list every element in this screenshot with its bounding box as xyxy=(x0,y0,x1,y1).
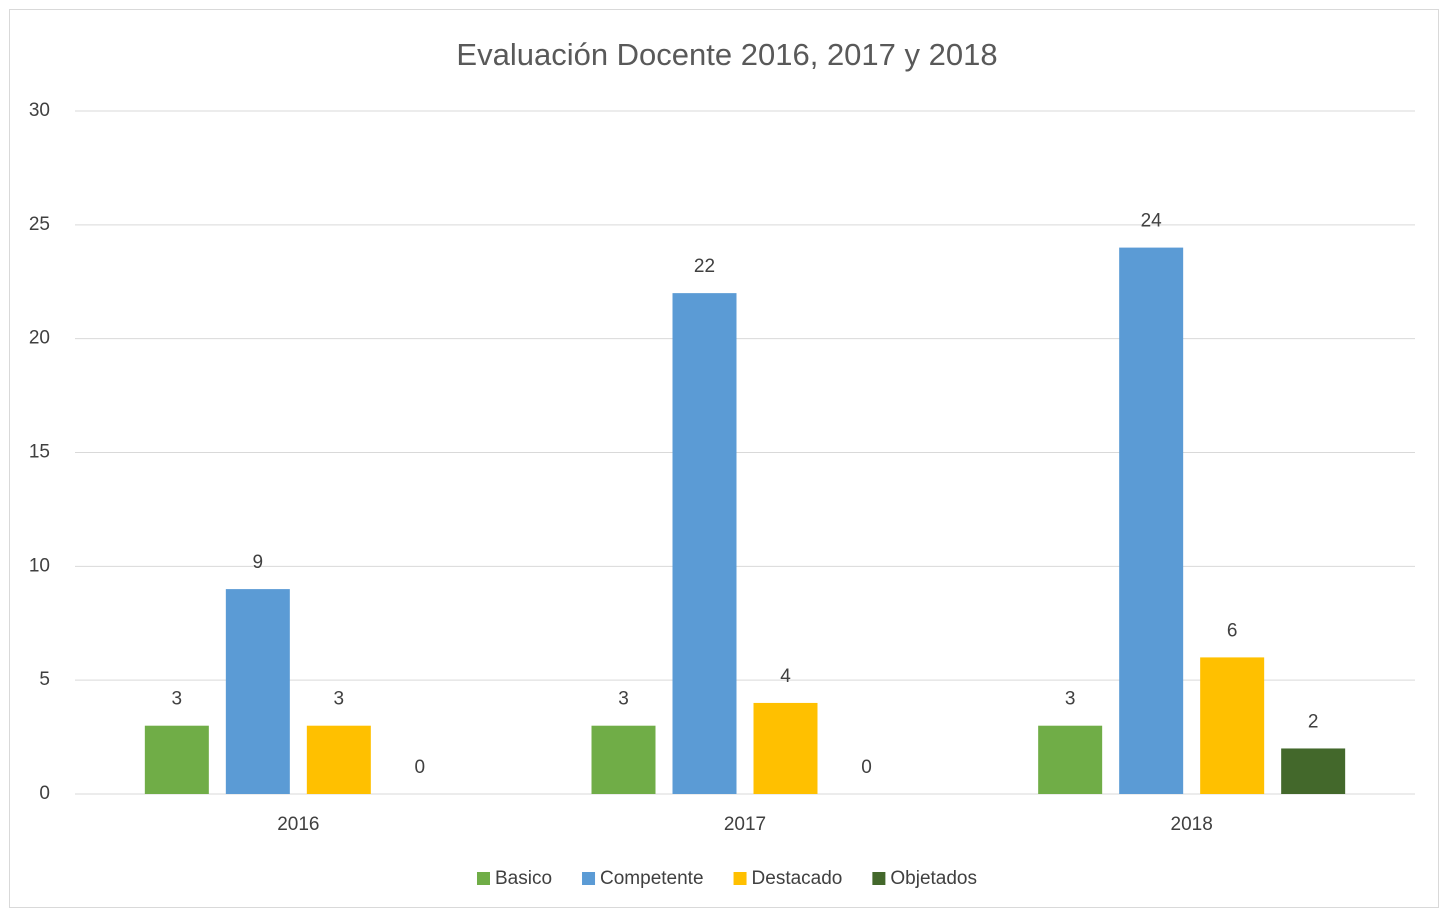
y-tick-label: 10 xyxy=(29,555,50,576)
y-tick-label: 0 xyxy=(39,783,50,804)
legend-swatch xyxy=(582,872,596,885)
legend-label: Objetados xyxy=(890,868,977,889)
y-tick-label: 30 xyxy=(29,100,50,121)
y-tick-label: 20 xyxy=(29,328,50,349)
legend-label: Basico xyxy=(495,868,552,889)
data-label: 3 xyxy=(334,689,345,710)
bar xyxy=(225,589,290,794)
bar xyxy=(144,725,209,794)
data-label: 22 xyxy=(694,256,715,277)
legend-label: Competente xyxy=(600,868,704,889)
data-label: 9 xyxy=(253,552,264,573)
bar xyxy=(672,293,737,794)
bar xyxy=(1038,725,1103,794)
bar xyxy=(591,725,656,794)
data-label: 0 xyxy=(861,757,872,778)
bar xyxy=(306,725,371,794)
data-label: 4 xyxy=(780,666,791,687)
data-label: 3 xyxy=(172,689,183,710)
bar xyxy=(1200,657,1265,794)
data-label: 24 xyxy=(1141,211,1163,232)
legend-swatch xyxy=(872,872,886,885)
legend-label: Destacado xyxy=(752,868,843,889)
bar xyxy=(753,702,818,794)
data-label: 2 xyxy=(1308,711,1319,732)
y-tick-label: 15 xyxy=(29,442,50,463)
data-label: 0 xyxy=(415,757,426,778)
chart-title: Evaluación Docente 2016, 2017 y 2018 xyxy=(456,37,997,72)
legend-swatch xyxy=(733,872,747,885)
y-tick-label: 25 xyxy=(29,214,50,235)
data-label: 6 xyxy=(1227,620,1238,641)
data-label: 3 xyxy=(1065,689,1076,710)
x-tick-label: 2016 xyxy=(277,814,319,835)
x-tick-label: 2017 xyxy=(724,814,766,835)
x-tick-label: 2018 xyxy=(1171,814,1213,835)
bar xyxy=(1281,748,1346,794)
bar xyxy=(1119,247,1184,795)
y-tick-label: 5 xyxy=(39,669,50,690)
data-label: 3 xyxy=(618,689,629,710)
legend-swatch xyxy=(476,872,490,885)
